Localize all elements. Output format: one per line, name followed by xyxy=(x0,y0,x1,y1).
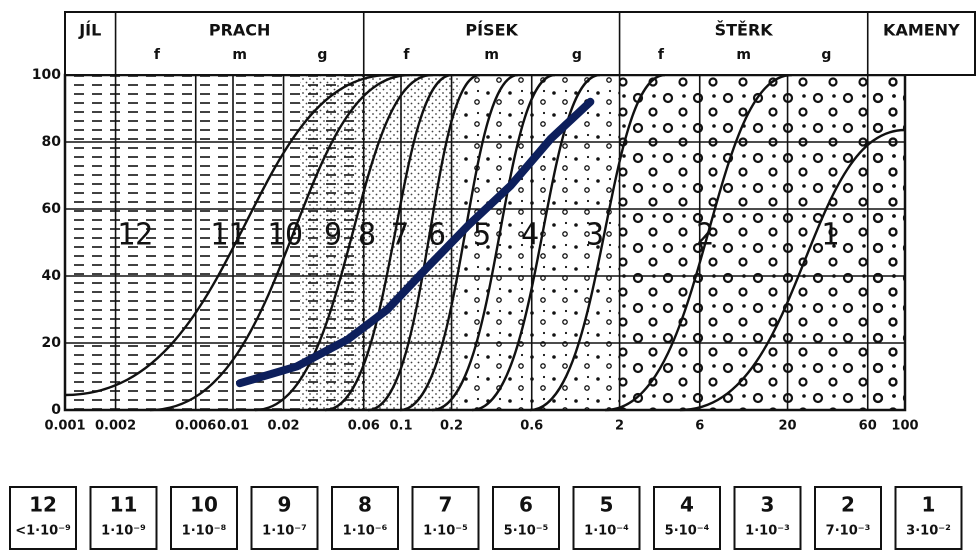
legend-coefficient: 1·10⁻³ xyxy=(745,524,790,539)
legend-coefficient: 5·10⁻⁴ xyxy=(665,524,710,539)
zone-number: 1 xyxy=(821,218,839,253)
legend-number: 2 xyxy=(841,493,855,517)
x-tick-label: 0.1 xyxy=(389,419,412,434)
header-frame xyxy=(65,12,975,75)
zone-number: 10 xyxy=(267,218,303,253)
legend-coefficient: 1·10⁻⁶ xyxy=(343,524,388,539)
zone-number: 7 xyxy=(391,218,409,253)
y-tick-label: 100 xyxy=(32,67,61,83)
x-tick-label: 0.02 xyxy=(268,419,300,434)
x-tick-label: 2 xyxy=(615,419,624,434)
x-tick-label: 60 xyxy=(859,419,877,434)
y-tick-label: 40 xyxy=(42,268,62,284)
header-label: KAMENY xyxy=(883,21,960,40)
y-tick-label: 20 xyxy=(42,335,62,351)
legend-coefficient: 1·10⁻⁷ xyxy=(262,524,307,539)
header-subfraction: g xyxy=(821,47,831,63)
legend-number: 8 xyxy=(358,493,372,517)
header-subfraction: m xyxy=(484,47,499,63)
zone-number: 12 xyxy=(117,218,153,253)
header-label: JÍL xyxy=(78,21,101,40)
legend-number: 3 xyxy=(761,493,775,517)
legend-coefficient: 1·10⁻⁵ xyxy=(423,524,468,539)
boulder-texture xyxy=(868,75,905,410)
header-subfraction: g xyxy=(572,47,582,63)
legend-number: 5 xyxy=(600,493,614,517)
legend-number: 10 xyxy=(190,493,218,517)
legend-number: 6 xyxy=(519,493,533,517)
legend-number: 4 xyxy=(680,493,694,517)
zone-number: 11 xyxy=(210,218,246,253)
x-tick-label: 0.002 xyxy=(95,419,136,434)
zone-number: 3 xyxy=(586,218,604,253)
legend-coefficient: 1·10⁻⁴ xyxy=(584,524,629,539)
header-subfraction: f xyxy=(154,47,161,63)
legend-number: 12 xyxy=(29,493,57,517)
header-subfraction: m xyxy=(232,47,247,63)
header-subfraction: f xyxy=(658,47,665,63)
legend-number: 11 xyxy=(110,493,138,517)
header-subfraction: g xyxy=(317,47,327,63)
legend-coefficient: <1·10⁻⁹ xyxy=(15,524,71,539)
chart: 0 20 40 60 80 100 0.001 0.002 0.0060.01 0.02 0.06 0… xyxy=(0,0,979,556)
x-tick-label: 0.01 xyxy=(217,419,249,434)
zone-number: 4 xyxy=(521,218,539,253)
x-tick-label: 0.001 xyxy=(44,419,85,434)
legend-number: 7 xyxy=(439,493,453,517)
zone-number: 9 xyxy=(324,218,342,253)
x-tick-label: 0.06 xyxy=(348,419,380,434)
x-tick-label: 0.6 xyxy=(520,419,543,434)
header-label: PRACH xyxy=(209,21,271,40)
x-tick-label: 0.2 xyxy=(440,419,463,434)
legend-coefficient: 7·10⁻³ xyxy=(826,524,871,539)
x-tick-label: 6 xyxy=(695,419,704,434)
zone-number: 2 xyxy=(696,218,714,253)
y-tick-label: 0 xyxy=(51,402,61,418)
y-tick-label: 60 xyxy=(42,201,62,217)
legend-coefficient: 1·10⁻⁹ xyxy=(101,524,146,539)
header-label: ŠTĚRK xyxy=(715,21,774,40)
zone-number: 8 xyxy=(358,218,376,253)
x-tick-label: 0.006 xyxy=(175,419,216,434)
header-subfraction: f xyxy=(403,47,410,63)
legend-number: 9 xyxy=(278,493,292,517)
header-label: PÍSEK xyxy=(465,21,518,40)
header-subfraction: m xyxy=(736,47,751,63)
x-tick-label: 100 xyxy=(891,419,918,434)
legend-coefficient: 1·10⁻⁸ xyxy=(182,524,227,539)
legend-coefficient: 5·10⁻⁵ xyxy=(504,524,549,539)
legend-coefficient: 3·10⁻² xyxy=(906,524,951,539)
y-tick-label: 80 xyxy=(42,134,62,150)
gravel-texture xyxy=(620,75,905,410)
x-tick-label: 20 xyxy=(779,419,797,434)
legend-number: 1 xyxy=(922,493,936,517)
